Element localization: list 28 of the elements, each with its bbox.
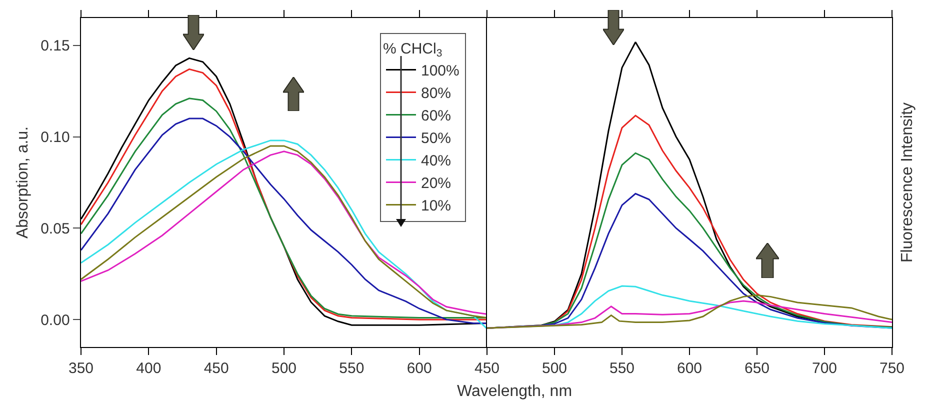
y-tick-label: 0.10 bbox=[40, 129, 70, 146]
legend-label: 40% bbox=[421, 152, 452, 170]
x-tick-label: 600 bbox=[676, 360, 702, 378]
x-tick-label: 450 bbox=[474, 360, 500, 378]
y-tick-label: 0.00 bbox=[40, 312, 70, 329]
legend-label: 10% bbox=[421, 198, 452, 215]
x-tick-label: 700 bbox=[812, 360, 838, 378]
legend-label: 20% bbox=[421, 175, 452, 192]
x-tick-label: 500 bbox=[271, 360, 297, 378]
x-tick-label: 550 bbox=[609, 360, 635, 378]
y-axis-title: Absorption, a.u. bbox=[14, 126, 32, 239]
x-tick-label: 500 bbox=[542, 360, 568, 378]
x-tick-label: 650 bbox=[744, 360, 770, 378]
x-axis-title: Wavelength, nm bbox=[457, 383, 572, 400]
y-tick-label: 0.05 bbox=[40, 220, 70, 238]
legend-title: % CHCl$_{3}$ bbox=[383, 40, 442, 60]
legend-label: 100% bbox=[421, 62, 460, 80]
x-tick-label: 550 bbox=[339, 360, 364, 378]
x-tick-label: 450 bbox=[204, 360, 229, 378]
legend-label: 80% bbox=[421, 85, 452, 102]
x-tick-label: 350 bbox=[68, 360, 94, 378]
y-tick-label: 0.15 bbox=[40, 38, 70, 55]
y-axis-title: Fluorescence Intensity bbox=[898, 102, 916, 263]
legend-label: 50% bbox=[421, 130, 452, 148]
x-tick-label: 750 bbox=[879, 360, 905, 378]
legend-label: 60% bbox=[421, 108, 452, 125]
x-tick-label: 600 bbox=[406, 360, 432, 378]
x-tick-label: 400 bbox=[136, 360, 162, 378]
